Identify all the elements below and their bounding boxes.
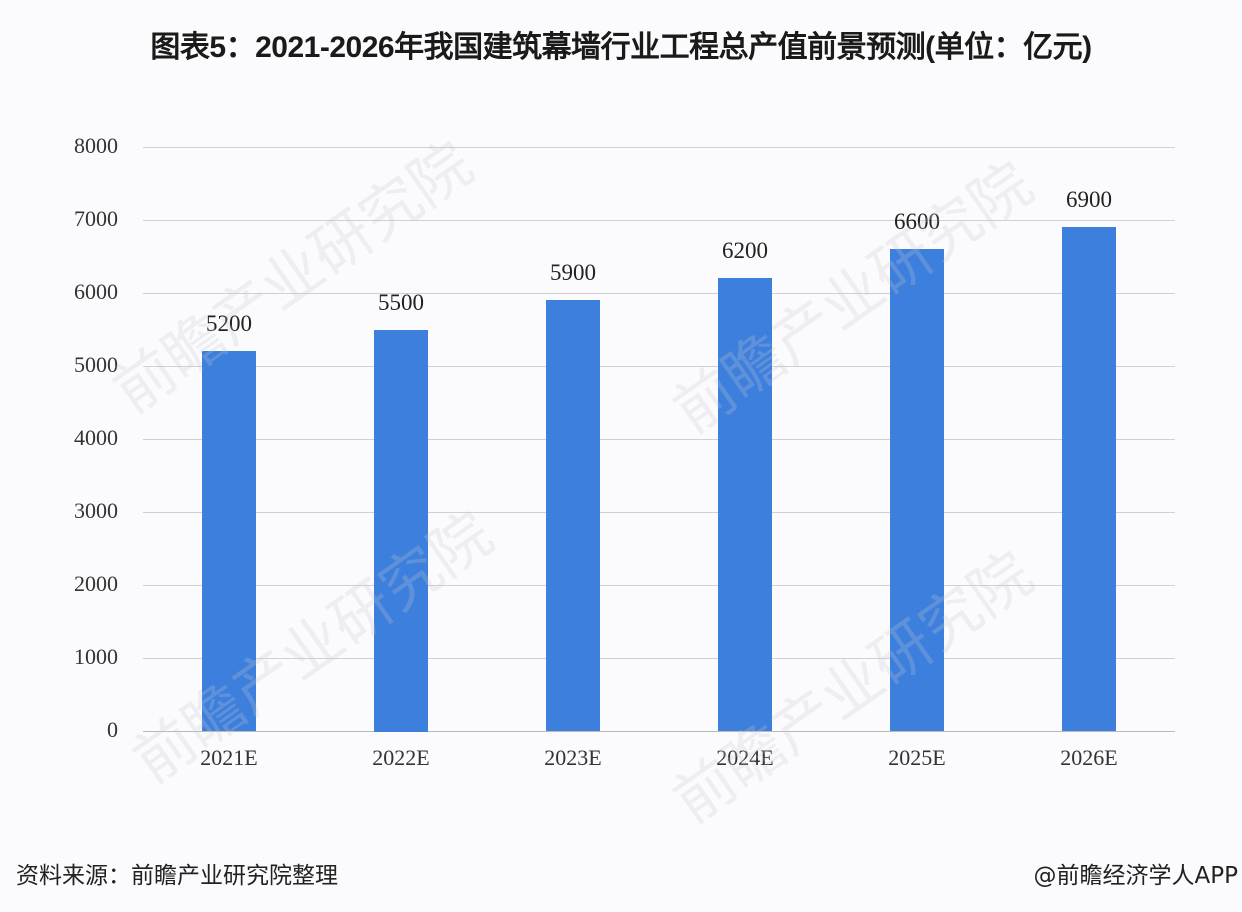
gridline [143, 293, 1175, 294]
data-label: 6600 [894, 209, 940, 234]
gridline [143, 147, 1175, 148]
x-tick-label: 2022E [372, 745, 430, 770]
bar-2024E [718, 278, 772, 731]
bar-2025E [890, 249, 944, 731]
data-label: 6900 [1066, 187, 1112, 212]
y-tick-label: 7000 [74, 206, 118, 231]
y-tick-label: 8000 [74, 133, 118, 158]
y-tick-label: 5000 [74, 352, 118, 377]
x-tick-label: 2023E [544, 745, 602, 770]
credit-note: @前瞻经济学人APP [1033, 863, 1238, 889]
data-label: 6200 [722, 238, 768, 263]
gridline [143, 512, 1175, 513]
x-tick-label: 2021E [200, 745, 258, 770]
bar-2023E [546, 300, 600, 731]
y-tick-label: 1000 [74, 644, 118, 669]
gridline [143, 658, 1175, 659]
data-label: 5900 [550, 260, 596, 285]
gridline [143, 366, 1175, 367]
data-label: 5500 [378, 290, 424, 315]
y-tick-label: 4000 [74, 425, 118, 450]
data-label: 5200 [206, 311, 252, 336]
bar-2022E [374, 330, 428, 732]
bar-2021E [202, 351, 256, 731]
chart-title: 图表5：2021-2026年我国建筑幕墙行业工程总产值前景预测(单位：亿元) [150, 31, 1092, 64]
x-axis-line [143, 731, 1175, 732]
gridline [143, 439, 1175, 440]
x-tick-label: 2026E [1060, 745, 1118, 770]
gridline [143, 220, 1175, 221]
source-note: 资料来源：前瞻产业研究院整理 [16, 863, 338, 889]
bar-2026E [1062, 227, 1116, 731]
y-tick-label: 0 [107, 717, 118, 742]
x-tick-label: 2024E [716, 745, 774, 770]
gridline [143, 585, 1175, 586]
x-tick-label: 2025E [888, 745, 946, 770]
y-tick-label: 6000 [74, 279, 118, 304]
y-tick-label: 3000 [74, 498, 118, 523]
y-tick-label: 2000 [74, 571, 118, 596]
